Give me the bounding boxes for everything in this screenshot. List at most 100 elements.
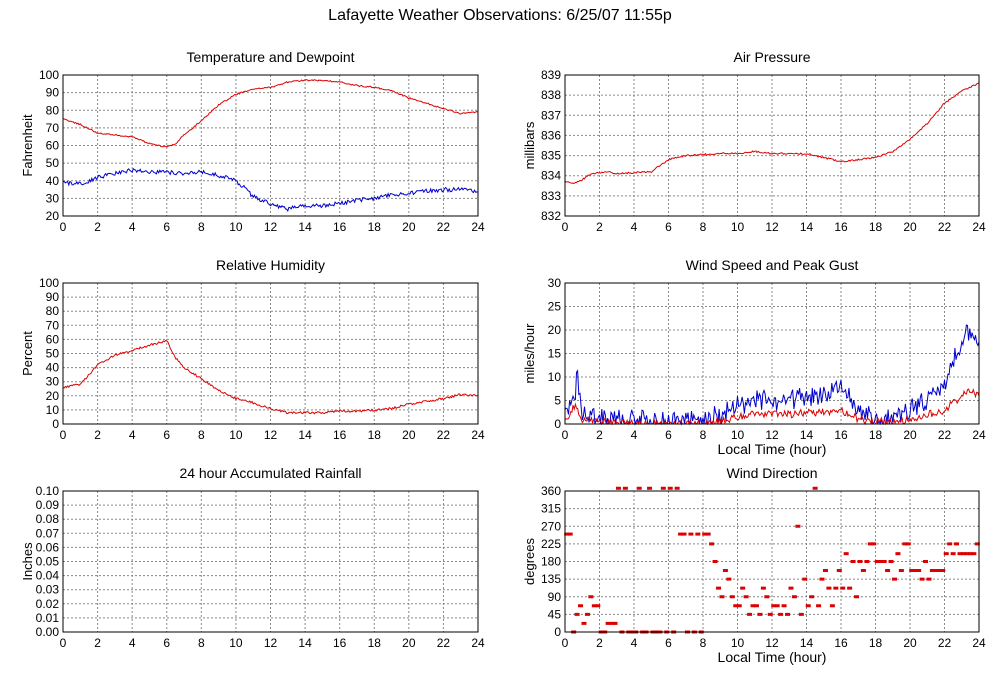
y-tick-label: 45 [548,607,562,621]
y-tick-label: 30 [46,375,60,389]
y-tick-label: 10 [46,403,60,417]
data-point [940,569,946,573]
y-axis-label: Inches [20,542,35,581]
y-tick-label: 70 [46,318,60,332]
x-tick-label: 16 [333,636,347,650]
data-point [805,604,811,608]
temperature-chart: 0 2 4 6 8 10 12 14 16 18 20 22 242030405060708090100… [20,49,485,234]
x-tick-label: 20 [402,428,416,442]
x-tick-label: 22 [938,636,952,650]
data-point [933,569,939,573]
data-point [578,604,584,608]
y-tick-label: 20 [46,389,60,403]
y-axis-label: miles/hour [522,323,537,384]
x-tick-label: 8 [198,636,205,650]
data-point [854,595,860,599]
x-tick-label: 4 [129,428,136,442]
y-axis-label: degrees [522,538,537,585]
data-point [609,621,615,625]
x-tick-label: 20 [903,428,917,442]
y-tick-label: 225 [541,537,561,551]
x-tick-label: 20 [903,220,917,234]
data-point [674,486,680,490]
y-tick-label: 50 [46,347,60,361]
data-point [867,542,873,546]
data-point [960,552,966,556]
y-tick-label: 0 [554,417,561,431]
data-point [864,560,870,563]
data-point [826,586,832,590]
data-point [709,542,715,546]
y-tick-label: 100 [39,68,59,82]
x-tick-label: 14 [800,428,814,442]
data-point [615,486,621,490]
x-tick-label: 18 [368,428,382,442]
plot-frame [564,490,980,633]
y-tick-label: 0.07 [36,526,60,540]
rainfall-chart: 0 2 4 6 8 10 12 14 16 18 20 22 240.000.010.020.030.0… [20,465,485,650]
page-title: Lafayette Weather Observations: 6/25/07 … [328,7,672,24]
chart-title: Temperature and Dewpoint [186,49,354,65]
x-tick-label: 24 [471,636,485,650]
wind-speed-series-0-line [564,324,980,426]
y-tick-label: 90 [548,590,562,604]
y-tick-label: 30 [46,191,60,205]
data-point [926,577,932,581]
x-tick-label: 24 [972,428,986,442]
x-tick-label: 2 [596,428,603,442]
x-tick-label: 16 [834,220,848,234]
x-tick-label: 2 [94,220,101,234]
data-point [881,560,887,563]
x-tick-label: 16 [333,428,347,442]
data-point [743,595,749,599]
data-point [712,560,718,563]
x-tick-label: 2 [94,428,101,442]
data-point [795,524,801,528]
x-tick-label: 22 [437,636,451,650]
x-tick-label: 14 [298,220,312,234]
data-point [791,595,797,599]
x-tick-label: 6 [163,220,170,234]
data-point [785,612,791,616]
data-point [874,560,880,563]
x-tick-label: 8 [198,428,205,442]
y-tick-label: 50 [46,156,60,170]
data-point [902,542,908,546]
data-point [974,542,980,546]
x-tick-label: 14 [298,428,312,442]
y-tick-label: 70 [46,121,60,135]
y-tick-label: 0.05 [36,555,60,569]
y-tick-label: 135 [541,572,561,586]
y-tick-label: 0.00 [36,625,60,639]
data-point [584,612,590,616]
data-point [822,569,828,573]
data-point [836,569,842,573]
data-point [736,604,742,608]
x-tick-label: 22 [938,220,952,234]
data-point [591,604,597,608]
data-point [767,612,773,616]
data-point [588,595,594,599]
y-tick-label: 20 [46,209,60,223]
y-tick-label: 5 [554,394,561,408]
y-tick-label: 25 [548,300,562,314]
humidity-chart: 0 2 4 6 8 10 12 14 16 18 20 22 240102030405060708090… [20,257,485,442]
x-tick-label: 24 [972,636,986,650]
y-axis-label: Percent [20,331,35,376]
data-point [954,542,960,546]
plot-frame [62,282,479,425]
x-tick-label: 0 [60,636,67,650]
data-point [788,586,794,590]
x-tick-label: 12 [264,428,278,442]
data-point [798,612,804,616]
y-tick-label: 834 [541,169,561,183]
data-point [947,542,953,546]
x-tick-label: 20 [402,220,416,234]
data-point [567,532,573,536]
data-point [898,569,904,573]
x-tick-label: 22 [437,220,451,234]
x-tick-label: 12 [264,636,278,650]
x-tick-label: 4 [631,428,638,442]
y-tick-label: 80 [46,103,60,117]
